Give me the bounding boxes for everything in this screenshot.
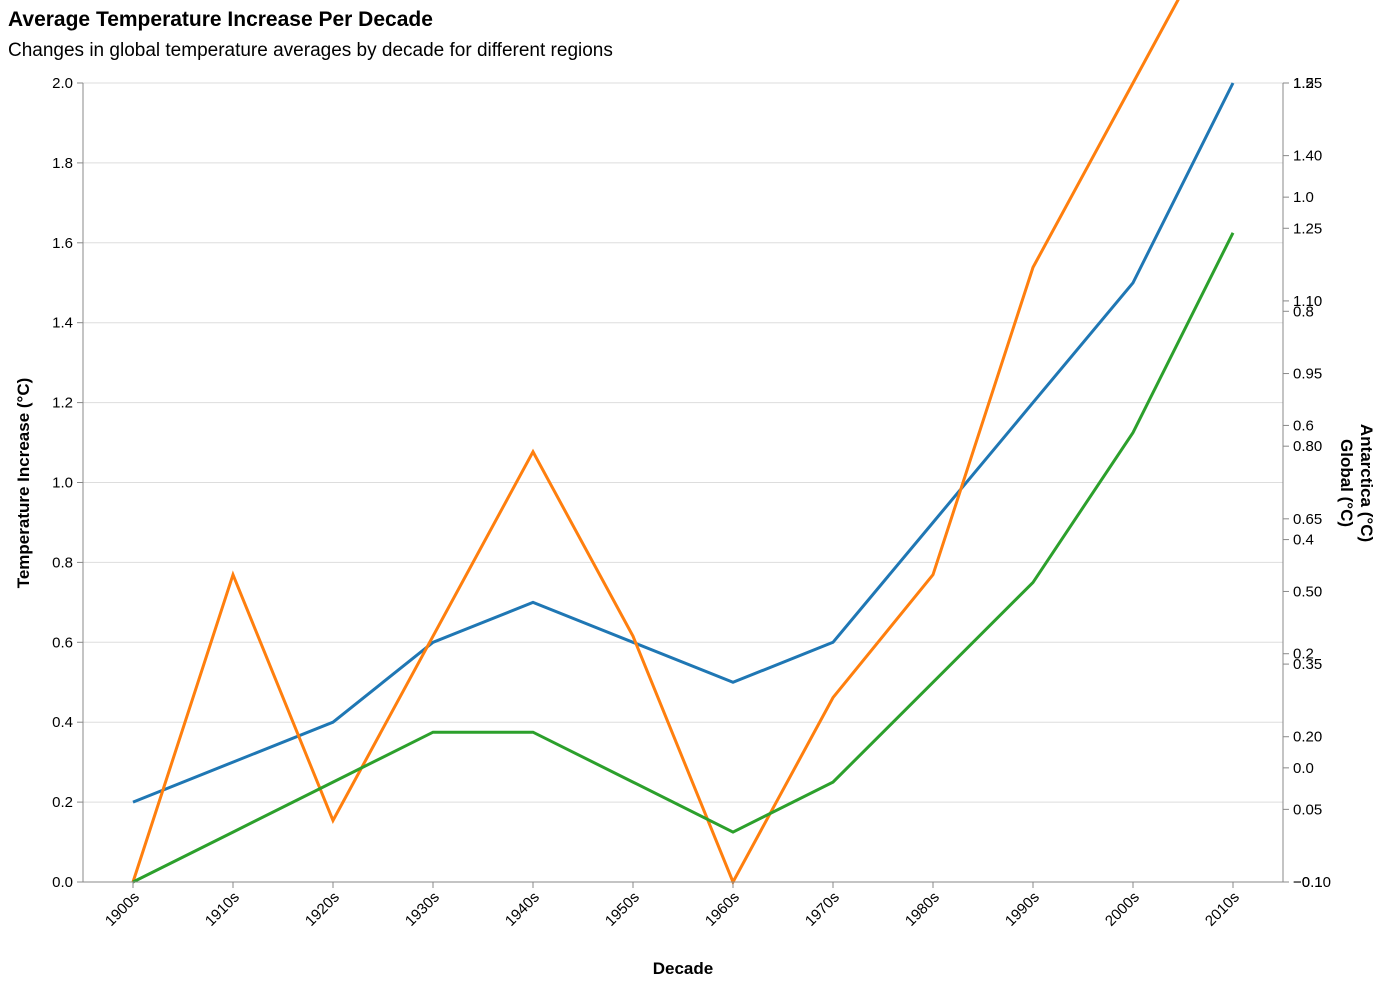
series-line-3: [132, 232, 1235, 884]
y-axis-title: Temperature Increase (°C): [14, 378, 33, 589]
right-tick-label-global: 0.95: [1293, 366, 1322, 383]
right-tick-label-global: 0.35: [1293, 656, 1322, 673]
right-tick-label-global: 1.40: [1293, 148, 1322, 165]
x-axis: 1900s 1910s 1920s 1930s 1940s 1950s 1960s 1970s…: [83, 881, 1283, 930]
right-tick-label-global: 1.55: [1293, 75, 1322, 92]
right-tick-label-global: −0.10: [1293, 874, 1331, 891]
x-tick-label: 1960s: [702, 889, 743, 930]
y-tick-label: 0.6: [52, 634, 73, 651]
y-tick-label: 1.6: [52, 235, 73, 252]
x-tick-label: 2000s: [1102, 889, 1143, 930]
series-line-1: [132, 82, 1235, 804]
series-lines: [131, 0, 1235, 886]
right-tick-label-global: 0.20: [1293, 729, 1322, 746]
right-tick-label-antarctica: 0.0: [1293, 760, 1314, 777]
x-tick-label: 1980s: [902, 889, 943, 930]
x-axis-title: Decade: [653, 959, 713, 978]
x-tick-label: 1900s: [102, 889, 143, 930]
right-tick-label-antarctica: −0.1: [1293, 874, 1323, 891]
x-tick-label: 1970s: [802, 889, 843, 930]
grid-lines: [83, 82, 1283, 883]
y-tick-label: 0.8: [52, 554, 73, 571]
y-tick-label: 1.0: [52, 475, 73, 492]
y-tick-label: 1.4: [52, 315, 73, 332]
y-tick-label: 2.0: [52, 75, 73, 92]
right-tick-label-global: 0.80: [1293, 438, 1322, 455]
right-tick-label-global: 1.10: [1293, 293, 1322, 310]
x-tick-label: 1990s: [1002, 889, 1043, 930]
y-tick-label: 0.2: [52, 794, 73, 811]
y-tick-label: 1.2: [52, 395, 73, 412]
right-axis-title-global: Global (°C): [1337, 439, 1356, 527]
chart-subtitle: Changes in global temperature averages b…: [8, 40, 613, 61]
right-tick-label-global: 0.05: [1293, 801, 1322, 818]
right-tick-label-antarctica: 0.2: [1293, 646, 1314, 663]
right-y-axis: −0.1 0.0 0.2 0.4 0.6 0.8 1.0 1.2 −0.10 0.05 0.20 0.…: [1282, 75, 1331, 891]
y-tick-label: 1.8: [52, 155, 73, 172]
x-tick-label: 1950s: [602, 889, 643, 930]
right-tick-label-global: 0.50: [1293, 583, 1322, 600]
right-tick-label-antarctica: 0.8: [1293, 303, 1314, 320]
right-tick-label-antarctica: 1.0: [1293, 189, 1314, 206]
x-tick-label: 1940s: [502, 889, 543, 930]
right-tick-label-antarctica: 1.2: [1293, 75, 1314, 92]
right-axis-title-antarctica: Antarctica (°C): [1357, 424, 1376, 542]
y-tick-label: 0.0: [52, 874, 73, 891]
x-tick-label: 1920s: [302, 889, 343, 930]
right-tick-label-global: 0.65: [1293, 511, 1322, 528]
left-y-axis: 0.0 0.2 0.4 0.6 0.8 1.0 1.2 1.4 1.6 1.8 2.0: [52, 75, 84, 891]
series-line-2: [131, 0, 1180, 886]
y-tick-label: 0.4: [52, 714, 73, 731]
x-tick-label: 1930s: [402, 889, 443, 930]
right-tick-label-antarctica: 0.4: [1293, 532, 1314, 549]
x-tick-label: 2010s: [1202, 889, 1243, 930]
right-tick-label-global: 1.25: [1293, 220, 1322, 237]
chart-title: Average Temperature Increase Per Decade: [8, 8, 433, 31]
right-tick-label-antarctica: 0.6: [1293, 417, 1314, 434]
x-tick-label: 1910s: [202, 889, 243, 930]
